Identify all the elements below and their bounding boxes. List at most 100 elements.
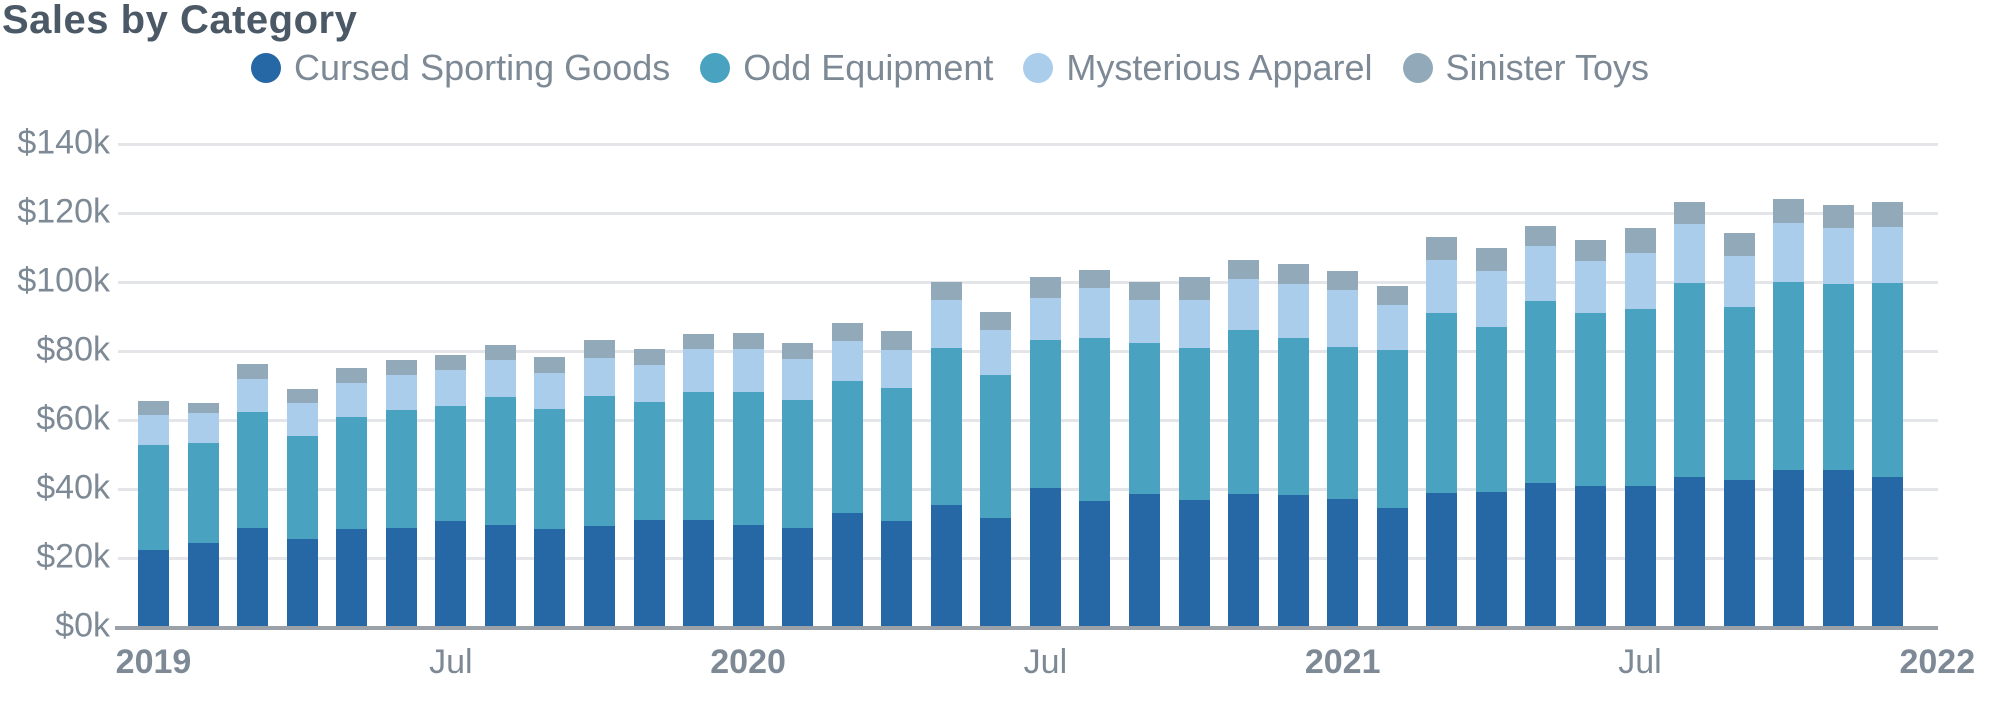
bar-segment[interactable] [583,395,615,527]
bar-segment[interactable] [187,443,219,544]
bar-segment[interactable] [286,538,318,627]
bar-segment[interactable] [138,549,169,627]
bar-segment[interactable] [1872,283,1904,477]
bar-segment[interactable] [1525,246,1557,301]
bar-segment[interactable] [1079,270,1111,288]
bar-segment[interactable] [980,517,1012,627]
bar-segment[interactable] [1178,499,1210,627]
bar-segment[interactable] [484,345,516,361]
bar-segment[interactable] [732,392,764,525]
bar-segment[interactable] [1822,204,1854,228]
bar-segment[interactable] [881,521,913,627]
bar-segment[interactable] [1376,304,1408,350]
bar-segment[interactable] [930,347,962,505]
bar-segment[interactable] [1773,282,1805,470]
bar-segment[interactable] [286,403,318,437]
bar-segment[interactable] [336,528,368,627]
bar-segment[interactable] [1674,283,1706,477]
bar-segment[interactable] [336,383,368,417]
bar-segment[interactable] [881,349,913,388]
bar-segment[interactable] [1376,507,1408,627]
bar-segment[interactable] [1178,299,1210,348]
bar-segment[interactable] [633,348,665,366]
bar-segment[interactable] [1674,201,1706,225]
bar-segment[interactable] [1872,201,1904,228]
bar-segment[interactable] [1872,476,1904,627]
bar-segment[interactable] [1228,279,1260,331]
bar-segment[interactable] [1773,199,1805,223]
bar-segment[interactable] [237,412,269,528]
bar-segment[interactable] [1277,264,1309,284]
bar-segment[interactable] [484,396,516,526]
bar-segment[interactable] [1277,337,1309,496]
bar-segment[interactable] [237,527,269,627]
bar-segment[interactable] [385,527,417,627]
bar-segment[interactable] [683,333,715,349]
bar-segment[interactable] [1129,282,1160,300]
bar-segment[interactable] [237,364,269,379]
bar-segment[interactable] [1426,493,1458,627]
bar-segment[interactable] [534,356,566,374]
bar-segment[interactable] [1723,306,1755,480]
bar-segment[interactable] [1574,486,1606,627]
bar-segment[interactable] [1178,277,1210,300]
bar-segment[interactable] [1574,239,1606,261]
bar-segment[interactable] [435,405,467,522]
bar-segment[interactable] [1723,256,1755,307]
bar-segment[interactable] [534,408,566,529]
bar-segment[interactable] [435,369,467,406]
bar-segment[interactable] [1475,270,1507,327]
legend-item-mysterious-apparel[interactable]: Mysterious Apparel [1023,47,1373,89]
bar-segment[interactable] [1376,349,1408,508]
bar-segment[interactable] [881,387,913,522]
bar-segment[interactable] [831,381,863,513]
bar-segment[interactable] [1624,486,1656,627]
bar-segment[interactable] [385,359,417,375]
bar-segment[interactable] [1376,286,1408,305]
legend-item-cursed-sporting-goods[interactable]: Cursed Sporting Goods [251,47,670,89]
bar-segment[interactable] [484,360,516,397]
bar-segment[interactable] [633,365,665,403]
bar-segment[interactable] [782,343,814,359]
bar-segment[interactable] [583,357,615,396]
bar-segment[interactable] [435,521,467,627]
bar-segment[interactable] [1426,237,1458,260]
bar-segment[interactable] [782,527,814,627]
bar-segment[interactable] [1228,259,1260,280]
legend-item-odd-equipment[interactable]: Odd Equipment [700,47,993,89]
bar-segment[interactable] [138,415,169,446]
bar-segment[interactable] [1327,270,1359,290]
bar-segment[interactable] [1525,226,1557,247]
bar-segment[interactable] [1624,227,1656,253]
bar-segment[interactable] [1029,487,1061,627]
bar-segment[interactable] [385,374,417,410]
bar-segment[interactable] [930,504,962,627]
bar-segment[interactable] [782,358,814,400]
bar-segment[interactable] [138,445,169,550]
bar-segment[interactable] [683,348,715,393]
bar-segment[interactable] [1129,343,1160,495]
bar-segment[interactable] [1773,222,1805,282]
bar-segment[interactable] [1277,495,1309,627]
bar-segment[interactable] [1674,476,1706,627]
bar-segment[interactable] [1029,277,1061,298]
bar-segment[interactable] [683,519,715,627]
bar-segment[interactable] [683,392,715,520]
bar-segment[interactable] [732,348,764,393]
bar-segment[interactable] [881,331,913,350]
bar-segment[interactable] [1822,283,1854,471]
bar-segment[interactable] [1029,297,1061,341]
bar-segment[interactable] [1228,494,1260,627]
bar-segment[interactable] [336,367,368,384]
bar-segment[interactable] [1624,253,1656,309]
bar-segment[interactable] [1079,287,1111,338]
bar-segment[interactable] [1475,326,1507,493]
bar-segment[interactable] [583,340,615,358]
bar-segment[interactable] [1129,494,1160,627]
bar-segment[interactable] [1327,346,1359,500]
bar-segment[interactable] [980,329,1012,375]
bar-segment[interactable] [385,409,417,528]
bar-segment[interactable] [831,323,863,341]
bar-segment[interactable] [1327,289,1359,347]
bar-segment[interactable] [534,373,566,409]
